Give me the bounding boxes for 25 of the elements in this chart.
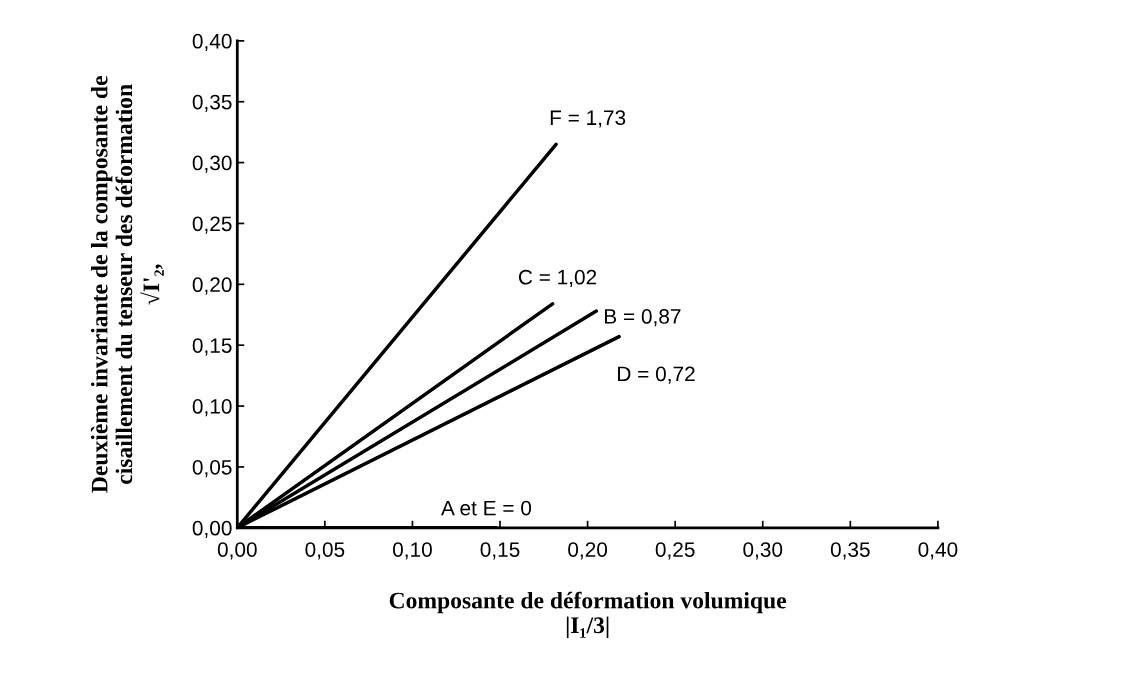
series-label: F = 1,73 — [550, 110, 626, 128]
y-tick-label: 0,10 — [192, 399, 232, 417]
y-tick-label: 0,00 — [192, 520, 232, 538]
x-tick-label: 0,20 — [568, 542, 608, 560]
x-tick-label: 0,10 — [392, 542, 432, 560]
series-label: C = 1,02 — [518, 269, 597, 288]
y-tick-label: 0,35 — [192, 94, 232, 112]
x-tick-label: 0,30 — [743, 542, 783, 560]
x-tick-label: 0,25 — [655, 542, 695, 560]
y-tick-label: 0,05 — [192, 459, 232, 478]
y-tick-label: 0,20 — [192, 277, 232, 295]
x-tick-label: 0,40 — [918, 542, 958, 560]
y-tick-label: 0,15 — [192, 338, 232, 356]
y-tick-label: 0,30 — [192, 155, 232, 173]
series-label: A et E = 0 — [441, 500, 532, 516]
x-tick-label: 0,00 — [217, 542, 257, 560]
x-tick-label: 0,05 — [305, 542, 345, 560]
x-tick-label: 0,15 — [480, 542, 520, 560]
y-tick-label: 0,25 — [192, 216, 232, 234]
y-axis-title: Deuxième invariante de la composante de cisaillement du tenseur des déformation √I'₂, — [90, 76, 164, 493]
x-tick-label: 0,35 — [830, 542, 870, 560]
x-axis-title: Composante de déformation volumique |I₁/3| — [389, 591, 787, 639]
series-label: B = 0,87 — [605, 309, 681, 327]
y-tick-label: 0,40 — [192, 33, 232, 52]
series-label: D = 0,72 — [618, 366, 695, 384]
